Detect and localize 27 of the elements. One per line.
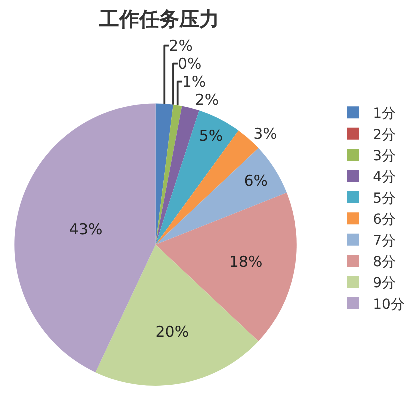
legend-label: 10分 <box>373 296 405 313</box>
pie-slice <box>156 104 182 245</box>
legend-label: 6分 <box>373 212 396 228</box>
legend-label: 3分 <box>373 148 396 164</box>
data-label: 2% <box>195 90 220 109</box>
data-label: 2% <box>169 36 193 55</box>
data-label: 20% <box>156 323 190 342</box>
data-label: 3% <box>254 124 278 143</box>
data-label: 18% <box>229 253 263 272</box>
pie-slice <box>156 106 200 245</box>
legend-label: 5分 <box>373 190 396 207</box>
data-label: 6% <box>244 172 268 190</box>
data-label: 5% <box>199 127 224 146</box>
chart-title: 工作任务压力 <box>98 6 220 31</box>
pie-slice <box>156 110 239 245</box>
data-label: 43% <box>69 220 103 238</box>
data-label: 1% <box>182 72 206 91</box>
pie-slice <box>14 104 156 373</box>
legend-label: 4分 <box>373 170 396 186</box>
legend-label: 2分 <box>373 127 396 144</box>
legend-label: 9分 <box>373 276 396 292</box>
legend-label: 8分 <box>373 254 396 270</box>
legend-label: 1分 <box>373 106 396 122</box>
pie-slice <box>156 148 287 245</box>
text: 0% <box>178 54 202 73</box>
pie-slice <box>156 192 297 342</box>
legend-label: 7分 <box>373 233 396 250</box>
